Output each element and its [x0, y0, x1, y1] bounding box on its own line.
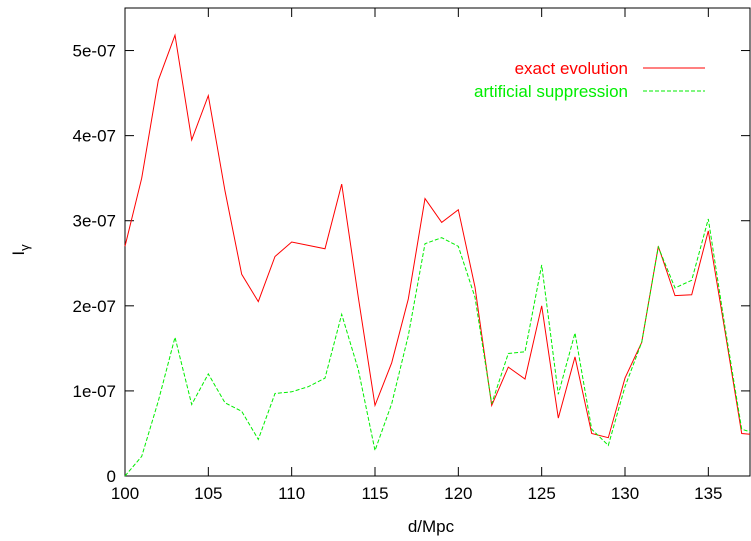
legend: exact evolution artificial suppression — [474, 59, 705, 101]
x-tick-label: 120 — [444, 484, 472, 503]
series-layer — [124, 33, 751, 477]
series-line-exact-evolution — [124, 33, 751, 439]
y-tick-label: 5e-07 — [73, 42, 116, 61]
y-axis-label-subscript: γ — [17, 244, 32, 251]
y-axis-label: Iγ — [9, 244, 32, 256]
series-line-artificial-suppression — [124, 218, 751, 477]
x-tick-label: 125 — [527, 484, 555, 503]
y-tick-label: 3e-07 — [73, 212, 116, 231]
plot-frame — [124, 7, 751, 477]
y-tick-label: 1e-07 — [73, 382, 116, 401]
x-axis-ticks: 100 105 110 115 120 125 130 135 — [111, 8, 723, 503]
x-tick-label: 135 — [694, 484, 722, 503]
x-tick-label: 110 — [278, 484, 305, 503]
x-tick-label: 105 — [194, 484, 222, 503]
y-tick-label: 4e-07 — [73, 127, 116, 146]
legend-label: exact evolution — [515, 59, 628, 78]
x-tick-label: 130 — [611, 484, 639, 503]
y-axis-ticks: 0 1e-07 2e-07 3e-07 4e-07 5e-07 — [73, 42, 750, 486]
x-axis-label: d/Mpc — [408, 517, 455, 536]
legend-label: artificial suppression — [474, 82, 628, 101]
plot-area — [124, 7, 751, 477]
y-tick-label: 2e-07 — [73, 297, 116, 316]
x-tick-label: 115 — [361, 484, 388, 503]
y-tick-label: 0 — [107, 467, 116, 486]
y-axis-label-main: I — [9, 251, 28, 256]
x-tick-label: 100 — [111, 484, 139, 503]
